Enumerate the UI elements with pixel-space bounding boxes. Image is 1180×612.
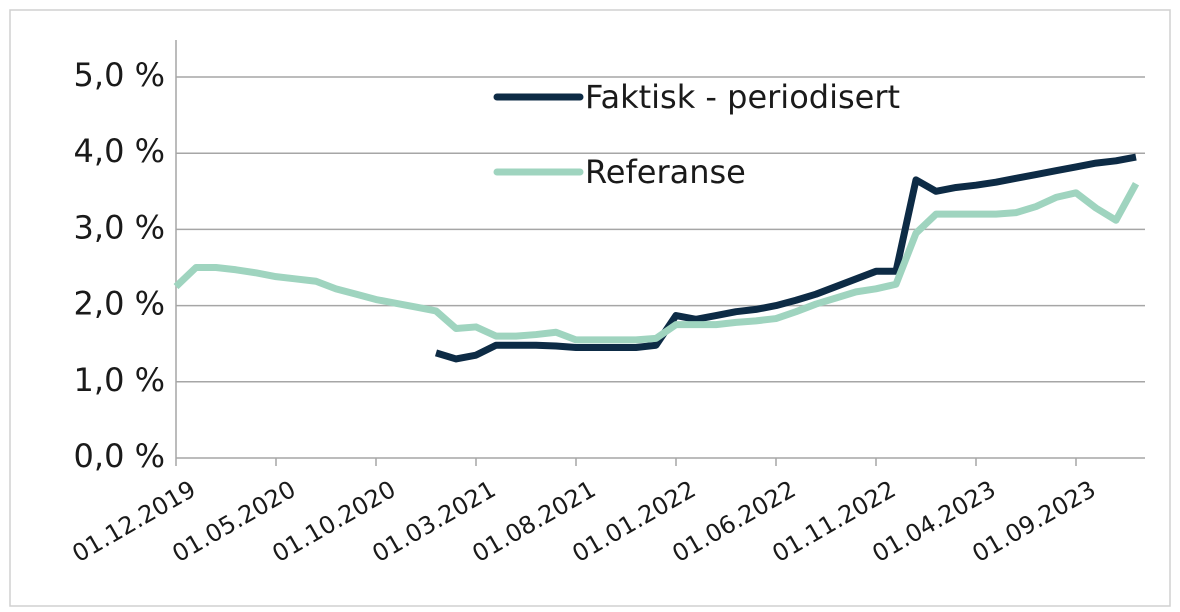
chart-frame [9,9,1171,607]
legend-label: Referanse [585,153,746,191]
y-tick-label: 0,0 % [74,437,165,475]
y-tick-label: 3,0 % [74,208,165,246]
legend-label: Faktisk - periodisert [585,78,900,116]
y-tick-label: 1,0 % [74,361,165,399]
series-line [173,182,1140,344]
y-tick-label: 4,0 % [74,132,165,170]
y-tick-label: 2,0 % [74,285,165,323]
y-tick-label: 5,0 % [74,56,165,94]
series-line [434,153,1137,363]
